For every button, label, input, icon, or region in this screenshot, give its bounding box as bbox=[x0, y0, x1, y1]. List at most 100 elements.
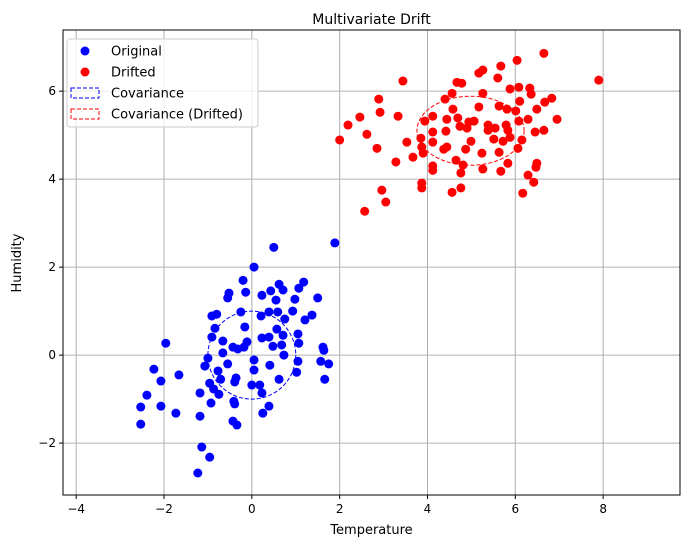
drifted-point bbox=[529, 177, 539, 187]
drifted-point bbox=[360, 206, 370, 216]
original-point bbox=[274, 374, 284, 384]
drifted-point bbox=[448, 104, 458, 114]
original-point bbox=[238, 275, 248, 285]
original-point bbox=[278, 330, 288, 340]
drifted-point bbox=[462, 123, 472, 133]
drifted-point bbox=[490, 123, 500, 133]
drifted-point bbox=[451, 155, 461, 165]
original-point bbox=[240, 322, 250, 332]
original-point bbox=[242, 337, 252, 347]
original-point bbox=[214, 389, 224, 399]
drifted-point bbox=[514, 82, 524, 92]
legend: Original Drifted Covariance Covariance (Dri… bbox=[66, 38, 259, 128]
legend-patch bbox=[70, 87, 100, 99]
original-point bbox=[241, 287, 251, 297]
drifted-point bbox=[517, 135, 527, 145]
original-point bbox=[142, 390, 152, 400]
drifted-point bbox=[461, 144, 471, 154]
drifted-point bbox=[477, 148, 487, 158]
drifted-point bbox=[518, 188, 528, 198]
plot-frame bbox=[62, 29, 681, 496]
original-point bbox=[264, 332, 274, 342]
drifted-point bbox=[375, 107, 385, 117]
original-point bbox=[247, 380, 257, 390]
original-point bbox=[269, 242, 279, 252]
original-point bbox=[292, 367, 302, 377]
drifted-point bbox=[503, 158, 513, 168]
legend-marker bbox=[80, 67, 90, 77]
original-point bbox=[230, 399, 240, 409]
drifted-point bbox=[494, 101, 504, 111]
original-point bbox=[294, 338, 304, 348]
original-point bbox=[149, 364, 159, 374]
legend-marker bbox=[80, 46, 90, 56]
original-point bbox=[268, 341, 278, 351]
drifted-point bbox=[372, 143, 382, 153]
drifted-point bbox=[523, 170, 533, 180]
original-point bbox=[161, 338, 171, 348]
original-point bbox=[264, 307, 274, 317]
drifted-point bbox=[478, 88, 488, 98]
original-point bbox=[277, 340, 287, 350]
original-point bbox=[136, 402, 146, 412]
y-tick-label: −2 bbox=[38, 436, 56, 450]
original-point bbox=[232, 420, 242, 430]
original-point bbox=[288, 306, 298, 316]
drifted-point bbox=[498, 136, 508, 146]
original-point bbox=[223, 293, 233, 303]
original-point bbox=[293, 356, 303, 366]
drifted-point bbox=[428, 165, 438, 175]
drifted-point bbox=[483, 125, 493, 135]
drifted-point bbox=[539, 48, 549, 58]
original-point bbox=[271, 295, 281, 305]
drifted-point bbox=[494, 147, 504, 157]
legend-label: Covariance bbox=[111, 87, 184, 102]
original-point bbox=[265, 360, 275, 370]
drifted-point bbox=[420, 116, 430, 126]
original-point bbox=[223, 359, 233, 369]
original-point bbox=[249, 355, 259, 365]
drifted-point bbox=[417, 183, 427, 193]
covariance-ellipses bbox=[207, 95, 525, 400]
y-tick-label: 2 bbox=[48, 260, 56, 274]
data-points bbox=[136, 48, 604, 478]
drifted-point bbox=[362, 129, 372, 139]
original-point bbox=[171, 408, 181, 418]
covariance-ellipse bbox=[416, 95, 525, 166]
original-point bbox=[218, 336, 228, 346]
original-point bbox=[272, 324, 282, 334]
original-point bbox=[200, 361, 210, 371]
covariance-ellipse bbox=[207, 310, 297, 400]
original-point bbox=[300, 315, 310, 325]
drifted-point bbox=[442, 114, 452, 124]
drifted-point bbox=[416, 133, 426, 143]
original-point bbox=[210, 323, 220, 333]
original-point bbox=[203, 353, 213, 363]
drifted-point bbox=[512, 55, 522, 65]
drifted-point bbox=[398, 76, 408, 86]
original-point bbox=[319, 345, 329, 355]
original-point bbox=[207, 332, 217, 342]
drifted-point bbox=[469, 116, 479, 126]
drifted-point bbox=[532, 104, 542, 114]
drifted-point bbox=[474, 102, 484, 112]
x-tick-label: 6 bbox=[512, 502, 520, 516]
drifted-point bbox=[496, 166, 506, 176]
drifted-point bbox=[393, 111, 403, 121]
drifted-point bbox=[418, 148, 428, 158]
original-point bbox=[195, 388, 205, 398]
drifted-point bbox=[428, 111, 438, 121]
original-point bbox=[258, 408, 268, 418]
drifted-point bbox=[457, 78, 467, 88]
original-point bbox=[316, 356, 326, 366]
legend-label: Covariance (Drifted) bbox=[111, 108, 243, 123]
drifted-point bbox=[511, 106, 521, 116]
drifted-point bbox=[594, 75, 604, 85]
original-point bbox=[280, 314, 290, 324]
y-tick-label: 4 bbox=[48, 172, 56, 186]
original-point bbox=[278, 285, 288, 295]
drifted-point bbox=[513, 143, 523, 153]
drifted-point bbox=[408, 152, 418, 162]
y-tick-label: 0 bbox=[48, 348, 56, 362]
original-point bbox=[256, 311, 266, 321]
